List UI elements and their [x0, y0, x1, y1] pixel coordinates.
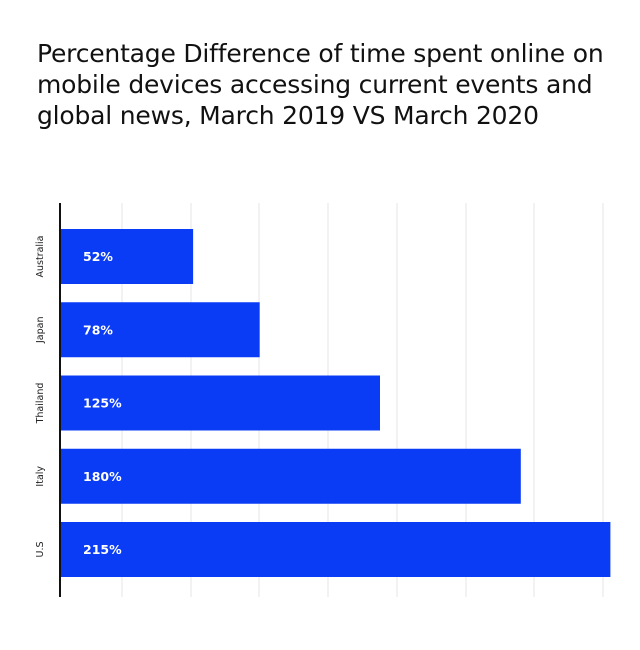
chart-title: Percentage Difference of time spent onli… — [37, 39, 604, 130]
data-label: 78% — [83, 322, 113, 337]
category-label: Italy — [35, 466, 46, 487]
bar-thailand — [60, 375, 380, 431]
category-labels: Australia Japan Thailand Italy U.S — [35, 235, 46, 557]
category-label: Thailand — [35, 383, 46, 425]
bar-u-s — [60, 522, 611, 577]
data-label: 125% — [83, 396, 122, 411]
bar-japan — [60, 302, 260, 358]
bar-italy — [60, 448, 521, 504]
data-label: 215% — [83, 542, 122, 557]
category-label: U.S — [35, 541, 46, 557]
category-label: Japan — [35, 317, 46, 345]
bars: 52% 78% 125% 180% 215% — [60, 229, 611, 577]
bar-australia — [60, 229, 194, 284]
category-label: Australia — [35, 235, 46, 277]
data-label: 180% — [83, 469, 122, 484]
data-label: 52% — [83, 249, 113, 264]
